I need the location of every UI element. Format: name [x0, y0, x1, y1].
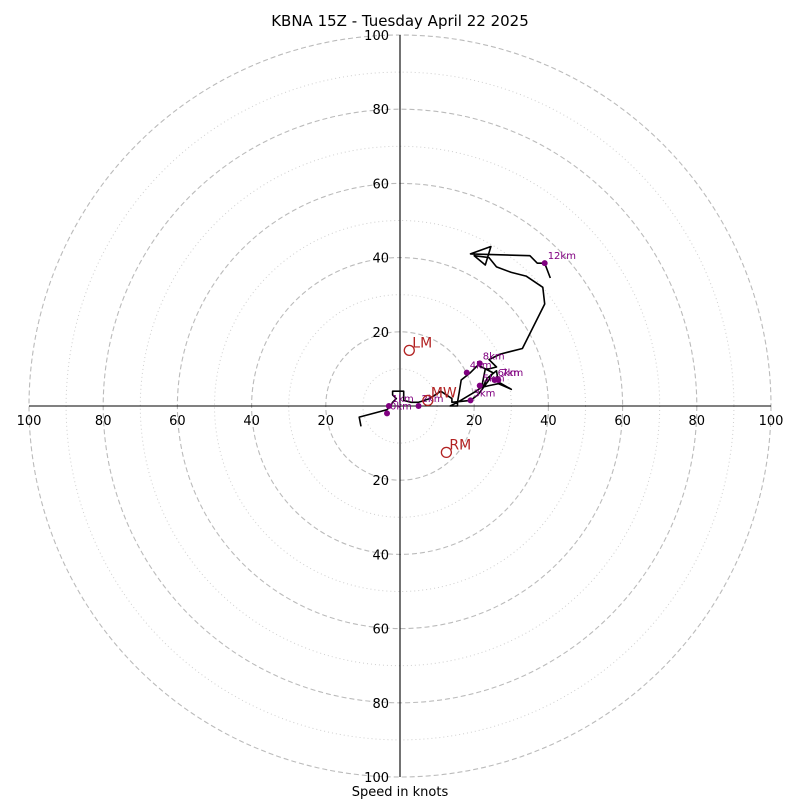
tick-label-top-20: 20	[372, 326, 389, 341]
tick-label-bottom-40: 40	[372, 548, 389, 563]
tick-label-right-20: 20	[466, 414, 483, 429]
tick-label-right-40: 40	[540, 414, 557, 429]
storm-marker-mw	[422, 394, 434, 407]
height-markers: 0km1km2km3km4km5km6km7km8km12km	[384, 251, 576, 417]
storm-marker-lm	[403, 344, 415, 357]
height-marker-1km	[385, 403, 392, 409]
tick-label-top-80: 80	[372, 103, 389, 118]
height-marker-0km	[384, 410, 391, 417]
tick-label-top-40: 40	[372, 252, 389, 267]
height-marker-2km	[415, 403, 422, 409]
tick-label-bottom-80: 80	[372, 697, 389, 712]
tick-label-bottom-100: 100	[364, 771, 389, 786]
storm-marker-rm	[440, 446, 453, 459]
tick-label-left-40: 40	[243, 414, 260, 429]
height-marker-label-6km: 6km	[498, 368, 520, 379]
tick-label-left-100: 100	[17, 414, 42, 429]
tick-label-top-100: 100	[364, 29, 389, 44]
height-marker-3km	[467, 397, 474, 404]
x-axis-label: Speed in knots	[352, 785, 449, 800]
height-marker-12km	[541, 260, 548, 267]
hodograph-trace	[358, 245, 552, 427]
tick-label-top-60: 60	[372, 177, 389, 192]
height-marker-label-3km: 3km	[473, 388, 495, 399]
tick-label-right-60: 60	[614, 414, 631, 429]
height-marker-8km	[476, 360, 483, 367]
height-marker-label-12km: 12km	[548, 251, 576, 262]
height-marker-label-8km: 8km	[483, 351, 505, 362]
storm-label-rm: RM	[449, 437, 471, 453]
tick-labels: 20 20 20 20 40 40 40 40 60 60 60 60 80 80 80 80 100 100 10…	[17, 29, 784, 786]
tick-label-bottom-20: 20	[372, 474, 389, 489]
height-marker-5km	[476, 382, 483, 389]
storm-label-mw: MW	[431, 385, 457, 401]
tick-label-bottom-60: 60	[372, 623, 389, 638]
storm-motion-markers: LM MW RM	[403, 335, 471, 459]
height-marker-4km	[463, 369, 470, 376]
storm-label-lm: LM	[412, 335, 432, 351]
height-marker-7km	[495, 377, 502, 384]
axes	[29, 35, 771, 777]
tick-label-left-80: 80	[95, 414, 112, 429]
height-marker-label-1km: 1km	[392, 394, 414, 405]
chart-title: KBNA 15Z - Tuesday April 22 2025	[271, 12, 529, 30]
tick-label-right-100: 100	[759, 414, 784, 429]
tick-label-right-80: 80	[689, 414, 706, 429]
height-marker-label-7km: 7km	[501, 368, 523, 379]
height-marker-label-0km: 0km	[390, 401, 412, 412]
tick-label-left-20: 20	[318, 414, 335, 429]
tick-label-left-60: 60	[169, 414, 186, 429]
